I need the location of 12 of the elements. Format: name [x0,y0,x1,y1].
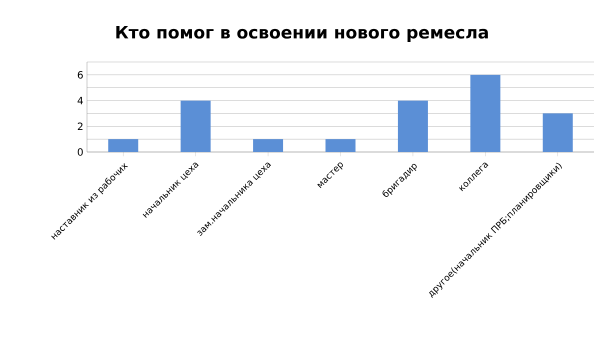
bar [108,139,138,152]
bar [253,139,284,152]
bar [398,100,428,152]
chart-title: Кто помог в освоении нового ремесла [116,26,488,42]
bar [470,74,500,152]
bar [542,113,573,152]
y-tick-label: 4 [78,96,83,104]
bar [180,100,211,152]
y-tick-label: 0 [78,148,83,156]
y-tick-label: 2 [78,122,82,130]
y-tick-label: 6 [78,71,83,79]
bar [325,139,356,152]
